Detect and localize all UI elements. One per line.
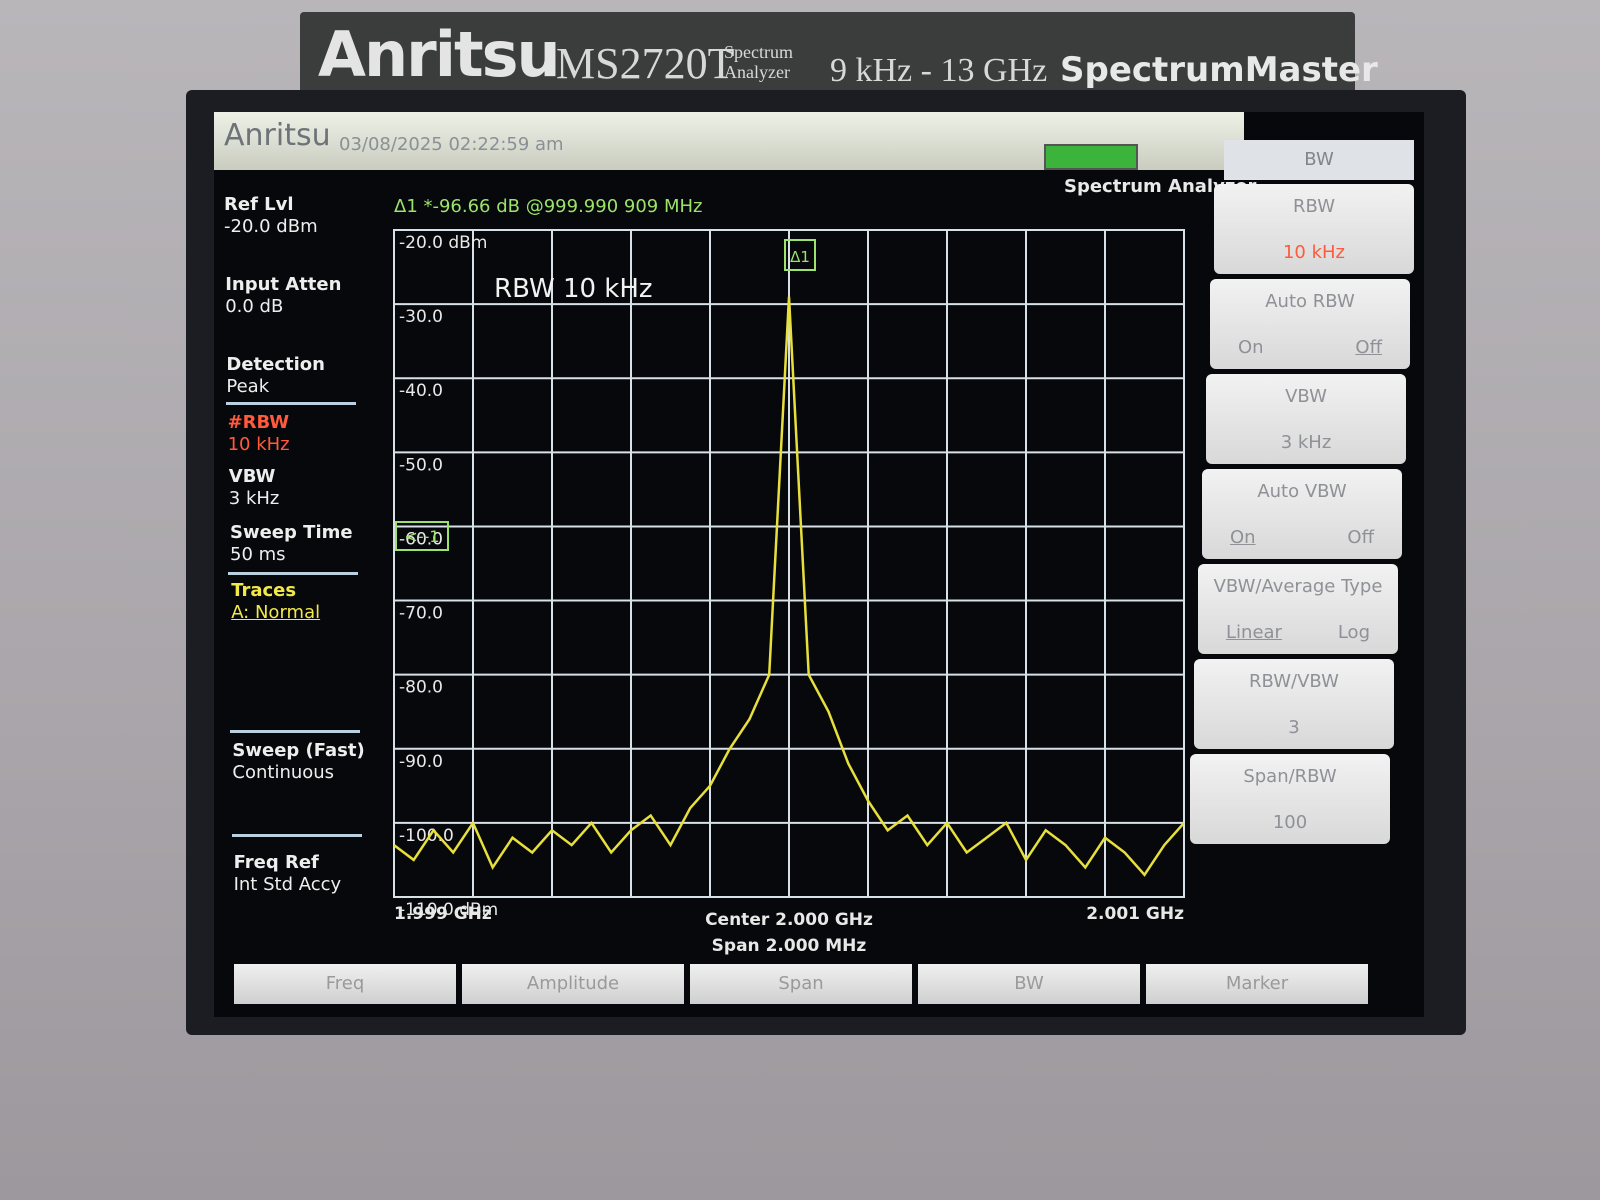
setting: Ref Lvl -20.0 dBm (224, 194, 318, 238)
x-tick-label: 2.001 GHz (1086, 904, 1184, 924)
softkey-label: RBW/VBW (1249, 671, 1339, 692)
mode: Spectrum Analyzer (1064, 176, 1257, 197)
setting: Freq Ref Int Std Accy (234, 852, 342, 896)
tab[interactable]: BW (918, 964, 1140, 1004)
tab[interactable]: Amplitude (462, 964, 684, 1004)
softkey[interactable]: Auto VBW On Off (1202, 469, 1402, 559)
softkey-value: 3 (1288, 717, 1300, 738)
tab[interactable]: Freq (234, 964, 456, 1004)
softkey-label: VBW/Average Type (1213, 576, 1383, 597)
softkey[interactable]: VBW 3 kHz (1206, 374, 1406, 464)
softkey-option: On (1230, 527, 1256, 548)
setting-label: Traces (231, 580, 297, 601)
softkey-label: Auto VBW (1257, 481, 1347, 502)
reference-marker-box (395, 521, 449, 551)
x-tick-label: 1.999 GHz (394, 904, 492, 924)
setting-label: Detection (226, 354, 325, 375)
annotation: RBW 10 kHz (494, 274, 653, 304)
y-tick-label: -100.0 (399, 826, 454, 846)
softkey-option: Linear (1226, 622, 1282, 643)
softkey-value: 10 kHz (1282, 242, 1346, 263)
softkey-option: Off (1347, 527, 1374, 548)
softkey[interactable]: VBW/Average Type Linear Log (1198, 564, 1398, 654)
y-tick-label: -30.0 (399, 307, 443, 327)
y-tick-label: -90.0 (399, 752, 443, 772)
marker-box (784, 239, 816, 271)
setting-value: 3 kHz (228, 488, 280, 509)
kind: Spectrum Analyzer (724, 42, 793, 82)
setting-value: Continuous (232, 762, 335, 783)
setting: Input Atten 0.0 dB (225, 274, 341, 318)
setting-label: Input Atten (225, 274, 342, 295)
brand-plate: Anritsu MS2720T Spectrum Analyzer 9 kHz -… (300, 12, 1378, 104)
softkey-title: BW (1224, 140, 1414, 180)
softkey-label: Span/RBW (1243, 766, 1337, 787)
setting-label: #RBW (227, 412, 290, 433)
status-bar: Anritsu 03/08/2025 02:22:59 am (214, 112, 1244, 170)
setting-value: Int Std Accy (233, 874, 342, 895)
tab[interactable]: Marker (1146, 964, 1368, 1004)
reference-marker: <--1 (404, 527, 439, 546)
product-name: SpectrumMaster (1060, 50, 1378, 90)
softkey-option: Off (1355, 337, 1382, 358)
setting-value: Peak (226, 376, 270, 397)
battery-icon (1044, 144, 1138, 170)
softkey-option: On (1238, 337, 1264, 358)
setting-label: Sweep Time (230, 522, 353, 543)
marker-label: Δ1 (790, 248, 810, 266)
kind-line: Spectrum (724, 42, 793, 62)
y-tick-label: -80.0 (399, 678, 443, 698)
setting: Sweep (Fast) Continuous (232, 740, 364, 784)
span-label: Span 2.000 MHz (712, 936, 867, 956)
setting: Sweep Time 50 ms (230, 522, 353, 566)
setting-value: 50 ms (230, 544, 286, 565)
softkey[interactable]: Span/RBW 100 (1190, 754, 1390, 844)
header-brand: Anritsu (224, 118, 331, 153)
softkey[interactable]: RBW/VBW 3 (1194, 659, 1394, 749)
softkey-label: VBW (1285, 386, 1327, 407)
separator (232, 834, 362, 837)
softkey-label: RBW (1292, 196, 1335, 217)
y-tick-label: -70.0 (399, 604, 443, 624)
setting: #RBW 10 kHz (228, 412, 290, 456)
brand: Anritsu (318, 18, 561, 91)
softkey-value: 3 kHz (1280, 432, 1332, 453)
softkey-option: Log (1337, 622, 1370, 643)
setting-label: Ref Lvl (224, 194, 294, 215)
screen: Anritsu 03/08/2025 02:22:59 am Spectrum … (214, 112, 1424, 1017)
softkey[interactable]: Auto RBW On Off (1210, 279, 1410, 369)
y-tick-label: -20.0 dBm (399, 233, 487, 253)
y-tick-label: -50.0 (399, 455, 443, 475)
setting-label: Freq Ref (233, 852, 319, 873)
model: MS2720T (556, 39, 735, 88)
setting-value: 0.0 dB (225, 296, 284, 317)
setting: Traces A: Normal (231, 580, 320, 624)
y-tick-label: -60.0 (399, 529, 443, 549)
softkey-label: Auto RBW (1265, 291, 1355, 312)
setting: VBW 3 kHz (229, 466, 280, 510)
datetime: 03/08/2025 02:22:59 am (339, 134, 564, 155)
separator (230, 730, 360, 733)
setting-value: A: Normal (231, 602, 321, 623)
separator (226, 402, 356, 405)
setting-value: -20.0 dBm (224, 216, 318, 237)
trace (393, 296, 1185, 877)
spectrum-chart: Δ1 *-96.66 dB @999.990 909 MHz -20.0 dBm -… (393, 196, 1185, 956)
setting-value: 10 kHz (227, 434, 290, 455)
softkey[interactable]: RBW 10 kHz (1214, 184, 1414, 274)
y-tick-label: -110.0 dBm (399, 900, 498, 920)
center-label: Center 2.000 GHz (705, 910, 873, 930)
softkey-value: 100 (1272, 812, 1308, 833)
marker-readout: Δ1 *-96.66 dB @999.990 909 MHz (394, 196, 702, 217)
tab[interactable]: Span (690, 964, 912, 1004)
setting-label: Sweep (Fast) (232, 740, 365, 761)
separator (228, 572, 358, 575)
setting-label: VBW (228, 466, 276, 487)
setting: Detection Peak (226, 354, 325, 398)
frequency-range: 9 kHz - 13 GHz (830, 52, 1048, 89)
kind-line: Analyzer (724, 62, 790, 82)
y-tick-label: -40.0 (399, 381, 443, 401)
